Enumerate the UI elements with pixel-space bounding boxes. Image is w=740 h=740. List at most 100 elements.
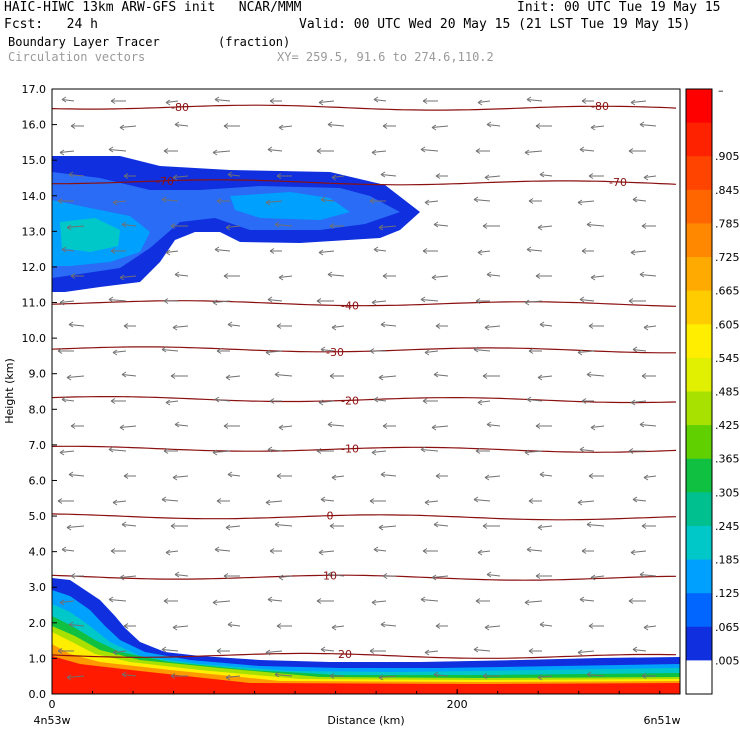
vector-arrowhead [473, 196, 479, 203]
vector-arrowhead [535, 273, 541, 279]
vector-arrowhead [632, 346, 638, 353]
circulation-vector [380, 474, 397, 477]
vector-arrowhead [380, 321, 386, 328]
forecast-hour: Fcst: 24 h [4, 17, 98, 32]
vector-arrowhead [382, 123, 388, 129]
circulation-vector [119, 125, 137, 128]
vector-arrowhead [373, 396, 379, 403]
colorbar-swatch [686, 492, 712, 527]
contour-label: -70 [609, 176, 627, 189]
vector-arrowhead [628, 448, 634, 454]
circulation-vector [643, 625, 657, 628]
vector-arrowhead [588, 323, 594, 329]
circulation-vector [378, 525, 397, 528]
vector-arrowhead [320, 196, 326, 203]
circulation-vector [371, 450, 387, 453]
colorbar-label: .605 [715, 318, 740, 331]
circulation-vector [68, 174, 85, 177]
circulation-vector [632, 349, 647, 352]
colorbar-swatch [686, 257, 712, 292]
circulation-vector [473, 649, 491, 652]
vector-arrowhead [174, 571, 180, 578]
vector-arrowhead [172, 324, 178, 331]
colorbar-swatch [686, 559, 712, 594]
temperature-contours [52, 104, 677, 659]
colorbar-swatch [686, 425, 712, 460]
circulation-vector [380, 324, 397, 327]
y-tick-label: 7.0 [29, 439, 47, 452]
circulation-vector [632, 199, 647, 202]
vector-arrowhead [163, 148, 169, 154]
circulation-vector [473, 199, 491, 202]
circulation-vector [267, 149, 283, 152]
vector-arrowhead [265, 499, 271, 506]
vector-arrowhead [435, 323, 441, 329]
vector-arrowhead [66, 374, 72, 381]
upper-layer-lobe [230, 192, 350, 220]
vector-arrowhead [112, 499, 118, 506]
vector-arrowhead [165, 249, 171, 256]
circulation-vector [331, 475, 345, 478]
circulation-vector [172, 625, 189, 628]
vector-arrowhead [588, 173, 594, 179]
contour-label: -40 [341, 300, 359, 313]
vector-arrowhead [524, 599, 530, 606]
circulation-vector [66, 225, 85, 228]
vector-arrowhead [539, 321, 545, 328]
vector-arrowhead [227, 321, 233, 328]
colorbar-swatch [686, 324, 712, 359]
circulation-vector [327, 424, 345, 427]
vector-arrowhead [590, 274, 596, 281]
vector-arrowhead [278, 274, 284, 281]
vector-arrowhead [108, 146, 114, 153]
vector-arrowhead [108, 446, 114, 453]
circulation-vector [433, 374, 449, 377]
vector-arrowhead [524, 299, 530, 306]
colorbar-swatch [686, 391, 712, 426]
vector-arrowhead [327, 421, 333, 428]
vector-arrowhead [369, 198, 375, 204]
circulation-vector [579, 299, 595, 302]
vector-arrowhead [227, 171, 233, 178]
vector-arrowhead [110, 248, 116, 254]
circulation-vector [68, 324, 85, 327]
y-tick-label: 8.0 [29, 403, 47, 416]
circulation-vector [473, 349, 491, 352]
vector-arrowhead [223, 123, 229, 129]
vector-arrowhead [484, 624, 490, 631]
vector-arrowhead [276, 323, 282, 329]
vector-arrowhead [112, 199, 118, 206]
vector-arrowhead [61, 546, 67, 553]
circulation-vector [420, 149, 439, 152]
vector-arrowhead [628, 148, 634, 154]
y-tick-label: 4.0 [29, 546, 47, 559]
vector-arrowhead [225, 374, 231, 381]
vector-arrowhead [174, 271, 180, 278]
vector-arrowhead [66, 524, 72, 531]
vector-arrowhead [165, 549, 171, 556]
vector-arrowhead [57, 198, 63, 204]
vector-arrowhead [269, 398, 275, 404]
colorbar-swatch [686, 89, 712, 124]
circulation-vector [265, 650, 283, 653]
vector-arrowhead [216, 498, 222, 504]
vector-arrowhead [68, 621, 74, 628]
vector-arrowhead [318, 99, 324, 106]
vector-arrowhead [265, 649, 271, 656]
circulation-vector [526, 399, 543, 402]
vector-arrowhead [577, 199, 583, 206]
circulation-vector [278, 275, 293, 278]
temperature-contour-line [52, 445, 677, 453]
vector-arrowhead [212, 149, 218, 156]
circulation-vector [278, 425, 293, 428]
vector-arrowhead [265, 349, 271, 356]
circulation-vector [639, 424, 657, 427]
circulation-vector [121, 374, 137, 377]
vector-arrowhead [371, 449, 377, 456]
circulation-vector [66, 525, 85, 528]
y-tick-label: 0.0 [29, 688, 47, 701]
circulation-vector [165, 100, 179, 103]
vector-arrowhead [170, 223, 176, 229]
vector-arrowhead [59, 599, 65, 606]
circulation-vector [320, 649, 335, 652]
